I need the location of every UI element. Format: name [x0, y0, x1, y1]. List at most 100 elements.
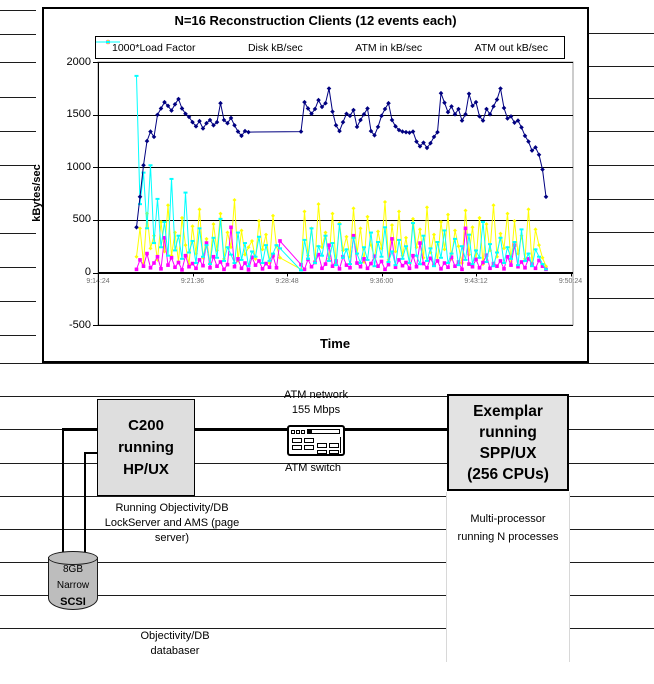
sheet-gridline-full [0, 562, 654, 563]
data-point-marker [148, 246, 153, 251]
data-point-marker [358, 226, 363, 231]
data-point-marker [257, 235, 261, 238]
data-point-marker [260, 262, 265, 265]
data-point-marker [253, 263, 258, 267]
data-point-marker [201, 255, 205, 258]
data-point-marker [509, 263, 513, 267]
data-point-marker [438, 90, 444, 96]
data-point-marker [484, 106, 489, 112]
data-point-marker [522, 133, 528, 139]
data-point-marker [355, 261, 359, 265]
data-point-marker [257, 218, 261, 223]
data-point-marker [404, 235, 408, 240]
data-point-marker [319, 104, 325, 110]
data-point-marker [274, 265, 279, 270]
data-point-marker [330, 211, 335, 216]
data-point-marker [330, 242, 335, 245]
data-point-marker [470, 264, 475, 269]
data-point-marker [351, 233, 356, 238]
data-point-marker [540, 263, 545, 266]
data-point-marker [144, 138, 150, 144]
data-point-marker [183, 111, 188, 117]
lockserver-note-line1: Running Objectivity/DB [115, 502, 229, 514]
data-point-marker [477, 256, 482, 259]
data-point-marker [491, 104, 496, 109]
data-point-marker [519, 260, 524, 264]
data-point-marker [351, 206, 356, 211]
data-point-marker [225, 120, 230, 126]
data-point-marker [543, 194, 549, 200]
switch-port-icon [317, 450, 327, 454]
data-point-marker [134, 224, 139, 230]
data-point-marker [495, 251, 499, 254]
data-point-marker [267, 265, 272, 270]
data-point-marker [529, 148, 535, 153]
data-point-marker [278, 247, 282, 250]
scsi-disk-cylinder-top [48, 551, 98, 565]
data-point-marker [229, 245, 233, 250]
data-point-marker [355, 252, 359, 255]
data-point-marker [411, 222, 415, 225]
data-point-marker [530, 265, 534, 268]
data-point-marker [306, 257, 310, 260]
data-point-marker [215, 256, 219, 259]
data-point-marker [470, 263, 475, 266]
data-point-marker [425, 259, 429, 262]
data-point-marker [341, 256, 345, 259]
sheet-gridline-left [0, 10, 36, 11]
lockserver-note-line2: LockServer and AMS (page [104, 517, 240, 529]
data-point-marker [488, 266, 492, 271]
data-point-marker [197, 258, 202, 262]
data-point-marker [418, 263, 422, 266]
data-point-marker [214, 119, 220, 125]
data-point-marker [460, 245, 464, 248]
data-point-marker [351, 107, 356, 113]
data-point-marker [218, 217, 223, 220]
data-point-marker [348, 265, 352, 270]
data-point-marker [239, 258, 244, 261]
data-point-marker [516, 264, 520, 269]
data-point-marker [442, 100, 447, 105]
data-point-marker [316, 245, 321, 248]
data-point-marker [218, 260, 223, 264]
data-point-marker [327, 243, 331, 247]
lockserver-note: Running Objectivity/DB LockServer and AM… [105, 501, 240, 546]
data-point-marker [390, 223, 394, 228]
switch-port-icon [292, 445, 302, 450]
data-point-marker [418, 227, 422, 232]
data-point-marker [278, 239, 282, 243]
data-point-marker [222, 259, 226, 262]
data-point-marker [505, 211, 510, 216]
data-point-marker [344, 263, 349, 267]
exemplar-server-box: Exemplar running SPP/UX (256 CPUs) [447, 394, 569, 491]
data-point-marker [446, 265, 450, 270]
data-point-marker [425, 205, 429, 210]
data-point-marker [537, 255, 541, 258]
data-point-marker [537, 243, 541, 248]
data-point-marker [379, 259, 384, 264]
data-point-marker [383, 226, 387, 229]
data-point-marker [505, 246, 510, 249]
chart-title: N=16 Reconstruction Clients (12 events e… [174, 13, 457, 28]
data-point-marker [264, 232, 268, 237]
data-point-marker [390, 237, 394, 241]
data-point-marker [488, 243, 492, 246]
data-point-marker [375, 124, 381, 130]
data-point-marker [526, 257, 531, 261]
data-point-marker [414, 264, 419, 269]
data-point-marker [369, 231, 373, 234]
data-point-marker [456, 244, 461, 249]
data-point-marker [376, 229, 380, 234]
data-point-marker [470, 103, 475, 109]
data-point-marker [236, 231, 240, 234]
sheet-gridline-full [0, 496, 654, 497]
data-point-marker [302, 209, 307, 214]
sheet-gridline-full [0, 363, 654, 364]
sheet-gridline-left [0, 199, 36, 200]
data-point-marker [326, 86, 332, 91]
data-point-marker [193, 124, 199, 129]
data-point-marker [180, 257, 184, 260]
data-point-marker [183, 243, 188, 248]
data-point-marker [372, 254, 377, 259]
